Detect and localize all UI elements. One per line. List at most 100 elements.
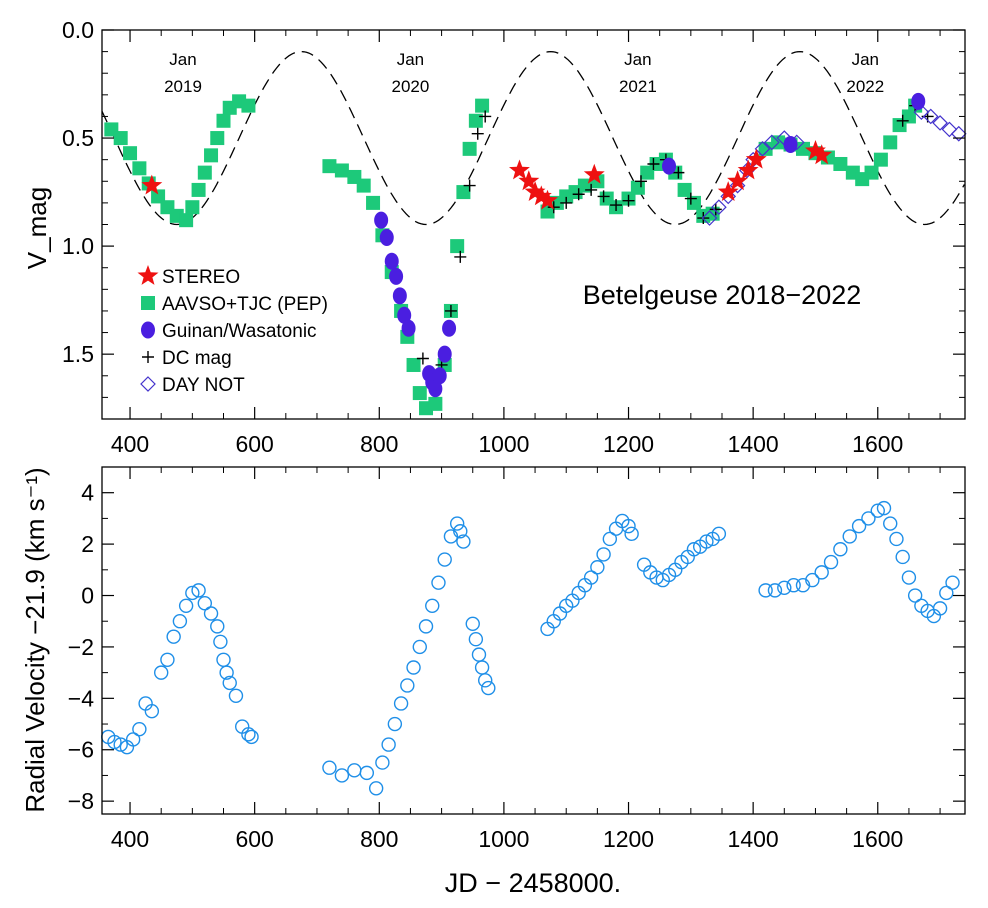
legend-label: DC mag xyxy=(162,348,232,369)
bottom-x-axis-label: JD − 2458000. xyxy=(445,868,621,898)
rv-point xyxy=(322,760,337,775)
legend-marker xyxy=(137,265,159,285)
point-day-not xyxy=(922,108,939,125)
point-dc-mag xyxy=(634,175,647,188)
point-dc-mag xyxy=(896,114,909,127)
point-aavso-tjc-pep xyxy=(864,165,879,180)
date-marker-month: Jan xyxy=(624,50,651,69)
point-aavso-tjc-pep xyxy=(833,156,848,171)
date-markers: Jan 2019 Jan 2020 Jan 2021 Jan 2022 xyxy=(164,50,884,96)
rv-point xyxy=(166,629,181,644)
point-aavso-tjc-pep xyxy=(468,113,483,128)
point-aavso-tjc-pep xyxy=(366,195,381,210)
x-tick-label: 400 xyxy=(111,431,149,457)
rv-point xyxy=(368,781,384,796)
legend-marker xyxy=(142,351,154,363)
rv-point xyxy=(861,511,876,526)
point-aavso-tjc-pep xyxy=(191,182,206,197)
rv-point xyxy=(471,647,487,662)
rv-point xyxy=(767,583,783,598)
point-aavso-tjc-pep xyxy=(873,152,888,167)
point-dc-mag xyxy=(684,192,697,205)
rv-point xyxy=(945,575,960,590)
rv-point xyxy=(113,737,128,752)
legend-marker xyxy=(141,321,155,339)
y-tick-label: 1.0 xyxy=(62,233,94,259)
point-stereo xyxy=(530,185,552,206)
rv-point xyxy=(393,696,409,711)
bottom-y-axis-label: Radial Velocity −21.9 (km s⁻¹) xyxy=(20,467,50,812)
legend-label: STEREO xyxy=(162,267,240,288)
bottom-plot-frame xyxy=(101,466,966,815)
rv-point xyxy=(833,542,848,557)
rv-point xyxy=(210,619,225,634)
point-guinan-wasatonic xyxy=(401,319,416,337)
point-stereo xyxy=(805,140,826,160)
rv-point xyxy=(851,518,867,534)
point-guinan-wasatonic xyxy=(379,228,394,246)
point-stereo xyxy=(524,181,546,201)
x-tick-label: 1400 xyxy=(728,826,779,852)
x-tick-label: 1200 xyxy=(603,431,654,457)
point-stereo xyxy=(745,148,767,169)
rv-point xyxy=(144,703,160,719)
y-tick-label: 1.5 xyxy=(62,341,94,367)
y-tick-label: 0.0 xyxy=(62,17,94,43)
point-aavso-tjc-pep xyxy=(210,131,225,146)
point-aavso-tjc-pep xyxy=(113,131,128,146)
rv-point xyxy=(406,660,421,675)
point-aavso-tjc-pep xyxy=(412,386,427,401)
rv-point xyxy=(418,619,434,634)
date-marker-year: 2020 xyxy=(392,77,430,96)
rv-point xyxy=(216,652,231,667)
point-aavso-tjc-pep xyxy=(204,148,219,163)
rv-point xyxy=(387,716,403,732)
top-axes: 400 600 800 1000 1200 1400 1600 0.0 0.5 1.0 1.5 xyxy=(62,17,965,457)
point-dc-mag xyxy=(547,201,560,214)
rv-point xyxy=(437,552,452,567)
point-aavso-tjc-pep xyxy=(456,185,471,200)
point-aavso-tjc-pep xyxy=(475,98,490,113)
rv-point xyxy=(590,560,605,575)
rv-point xyxy=(583,570,599,585)
point-aavso-tjc-pep xyxy=(322,159,337,174)
rv-point xyxy=(375,755,390,770)
point-aavso-tjc-pep xyxy=(630,180,645,195)
rv-point xyxy=(481,680,496,696)
point-aavso-tjc-pep xyxy=(356,178,371,193)
rv-point xyxy=(939,585,954,601)
x-tick-label: 400 xyxy=(111,826,149,852)
point-dc-mag xyxy=(463,179,476,192)
rv-point xyxy=(449,516,465,531)
rv-point xyxy=(203,606,219,621)
rv-point xyxy=(478,673,493,688)
point-aavso-tjc-pep xyxy=(132,161,147,176)
rv-point xyxy=(777,580,792,596)
rv-point xyxy=(222,675,237,691)
point-stereo xyxy=(737,159,759,180)
x-tick-label: 800 xyxy=(360,431,398,457)
point-guinan-wasatonic xyxy=(428,380,443,398)
rv-point xyxy=(400,678,415,693)
point-dc-mag xyxy=(709,203,722,216)
top-data-marks xyxy=(104,92,967,416)
point-aavso-tjc-pep xyxy=(151,189,166,204)
rv-point xyxy=(907,588,923,603)
legend-marker xyxy=(141,296,155,310)
point-day-not xyxy=(913,104,930,120)
point-aavso-tjc-pep xyxy=(406,357,421,372)
point-dc-mag xyxy=(622,194,635,207)
point-dc-mag xyxy=(560,196,573,209)
rv-point xyxy=(786,578,801,593)
x-tick-label: 1000 xyxy=(478,431,529,457)
point-day-not xyxy=(950,125,967,142)
rv-point xyxy=(107,734,122,750)
point-guinan-wasatonic xyxy=(432,367,447,385)
rv-point xyxy=(213,634,228,649)
point-dc-mag xyxy=(454,250,467,263)
point-day-not xyxy=(932,115,948,131)
point-aavso-tjc-pep xyxy=(901,109,916,124)
rv-point xyxy=(474,660,490,675)
rv-point xyxy=(347,763,362,778)
